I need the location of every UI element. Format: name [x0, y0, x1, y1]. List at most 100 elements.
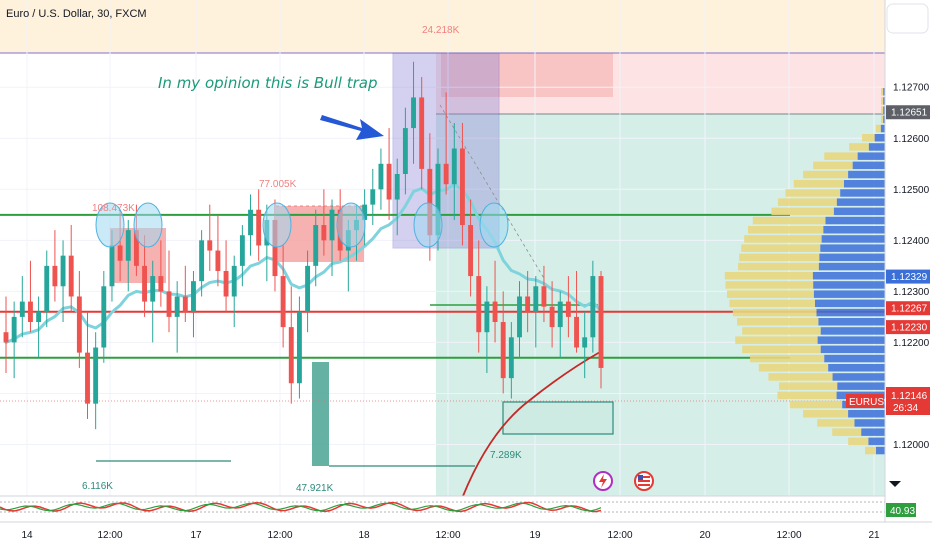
volume-profile-bar-buy: [883, 88, 885, 96]
volume-profile-bar-buy: [828, 364, 885, 372]
volume-profile-bar-sell: [742, 327, 821, 335]
volume-profile-bar-sell: [832, 428, 862, 436]
candle-body: [166, 291, 172, 317]
volume-profile-bar-buy: [848, 410, 885, 418]
candle-body: [590, 276, 596, 338]
candle-body: [19, 301, 25, 317]
volume-profile-bar-sell: [881, 115, 884, 124]
candle-body: [517, 296, 522, 338]
volume-profile-bar-buy: [818, 318, 885, 326]
candle-body: [386, 163, 392, 200]
volume-profile-bar-buy: [883, 97, 885, 105]
volume-profile-bar-sell: [848, 437, 869, 446]
volume-profile-bar-sell: [803, 170, 849, 179]
price-tick-label: 1.12400: [893, 236, 930, 247]
price-tick-label: 1.12500: [893, 185, 930, 196]
volume-profile-bar-buy: [857, 152, 885, 160]
candle-body: [288, 327, 294, 384]
volume-profile-bar-sell: [739, 253, 820, 262]
chart-settings-button[interactable]: [886, 3, 929, 34]
touch-circle: [413, 202, 443, 248]
us-flag-event-icon[interactable]: [634, 471, 654, 491]
volume-profile-bar-buy: [813, 290, 885, 298]
volume-profile-bar-buy: [880, 124, 885, 133]
candle-body: [378, 163, 384, 190]
volume-profile-bar-buy: [825, 216, 885, 225]
candle-body: [44, 265, 50, 312]
lightning-event-icon[interactable]: [593, 471, 613, 491]
candle-body: [11, 316, 17, 343]
volume-profile-bar-buy: [816, 308, 885, 317]
volume-profile-bar-sell: [750, 354, 825, 363]
touch-circle: [479, 202, 509, 248]
volume-label: 108.473K: [92, 203, 135, 214]
time-tick-label: 12:00: [776, 530, 801, 541]
chevron-down-icon[interactable]: [889, 481, 901, 487]
volume-profile-bar-buy: [843, 180, 885, 188]
candle-body: [533, 286, 539, 312]
demand-box-right: [502, 401, 614, 435]
candle-body: [101, 286, 107, 348]
candle-body: [370, 189, 376, 205]
candle-body: [215, 250, 221, 271]
candle-body: [321, 225, 327, 241]
volume-profile-bar-sell: [875, 124, 881, 133]
touch-circle: [336, 202, 366, 248]
volume-profile-bar-sell: [793, 180, 844, 188]
volume-profile-bar-sell: [849, 143, 869, 151]
candle-body: [459, 148, 465, 226]
volume-profile-bar-sell: [744, 235, 822, 243]
candle-body: [484, 301, 490, 333]
time-tick-label: 17: [190, 530, 202, 541]
candle-body: [476, 276, 482, 333]
time-tick-label: 14: [21, 530, 33, 541]
volume-profile-bar-buy: [883, 106, 885, 114]
price-axis[interactable]: [885, 0, 932, 520]
candle-body: [3, 332, 9, 343]
volume-profile-bar-sell: [803, 410, 849, 418]
candle-body: [525, 296, 531, 312]
projection-dashed-line: [439, 104, 546, 281]
price-tick-label: 1.12600: [893, 134, 930, 145]
candle-body: [191, 281, 196, 312]
candle-body: [500, 322, 506, 379]
candle-body: [541, 286, 547, 307]
current-price-tag: EURUSD 1.12146 26:34: [846, 387, 930, 415]
volume-profile-bar-sell: [817, 419, 855, 427]
volume-profile-bar-sell: [881, 106, 884, 114]
volume-profile-bar-sell: [735, 336, 818, 344]
volume-profile-bar-sell: [758, 364, 829, 372]
volume-profile-bar-buy: [837, 382, 885, 390]
candle-body: [85, 352, 90, 404]
volume-label: 77.005K: [259, 179, 297, 190]
volume-profile-bar-buy: [883, 115, 885, 124]
candle-body: [60, 255, 66, 287]
time-axis[interactable]: [0, 522, 932, 550]
candle-body: [451, 148, 457, 185]
candle-body: [402, 128, 408, 174]
arrow-icon: [320, 115, 384, 140]
volume-profile-bar-sell: [771, 207, 834, 216]
volume-profile-bar-sell: [725, 281, 814, 289]
candle-body: [574, 316, 579, 348]
volume-profile-bar-buy: [823, 226, 885, 234]
oscillator-signal-line: [0, 502, 602, 512]
candle-body: [394, 174, 400, 200]
time-tick-label: 12:00: [607, 530, 632, 541]
candle-body: [76, 296, 82, 353]
volume-profile-bar-sell: [738, 262, 819, 271]
candle-body: [468, 225, 474, 277]
volume-profile-bar-sell: [768, 373, 833, 381]
touch-circle: [95, 202, 125, 248]
volume-profile: [724, 88, 885, 455]
candle-body: [549, 306, 555, 328]
volume-profile-bar-buy: [819, 253, 885, 262]
candle-body: [223, 270, 229, 297]
time-tick-label: 12:00: [267, 530, 292, 541]
candle-body: [329, 209, 335, 241]
volume-profile-bar-buy: [815, 299, 885, 308]
volume-label: 6.116K: [82, 481, 113, 492]
volume-profile-bar-buy: [820, 244, 885, 252]
